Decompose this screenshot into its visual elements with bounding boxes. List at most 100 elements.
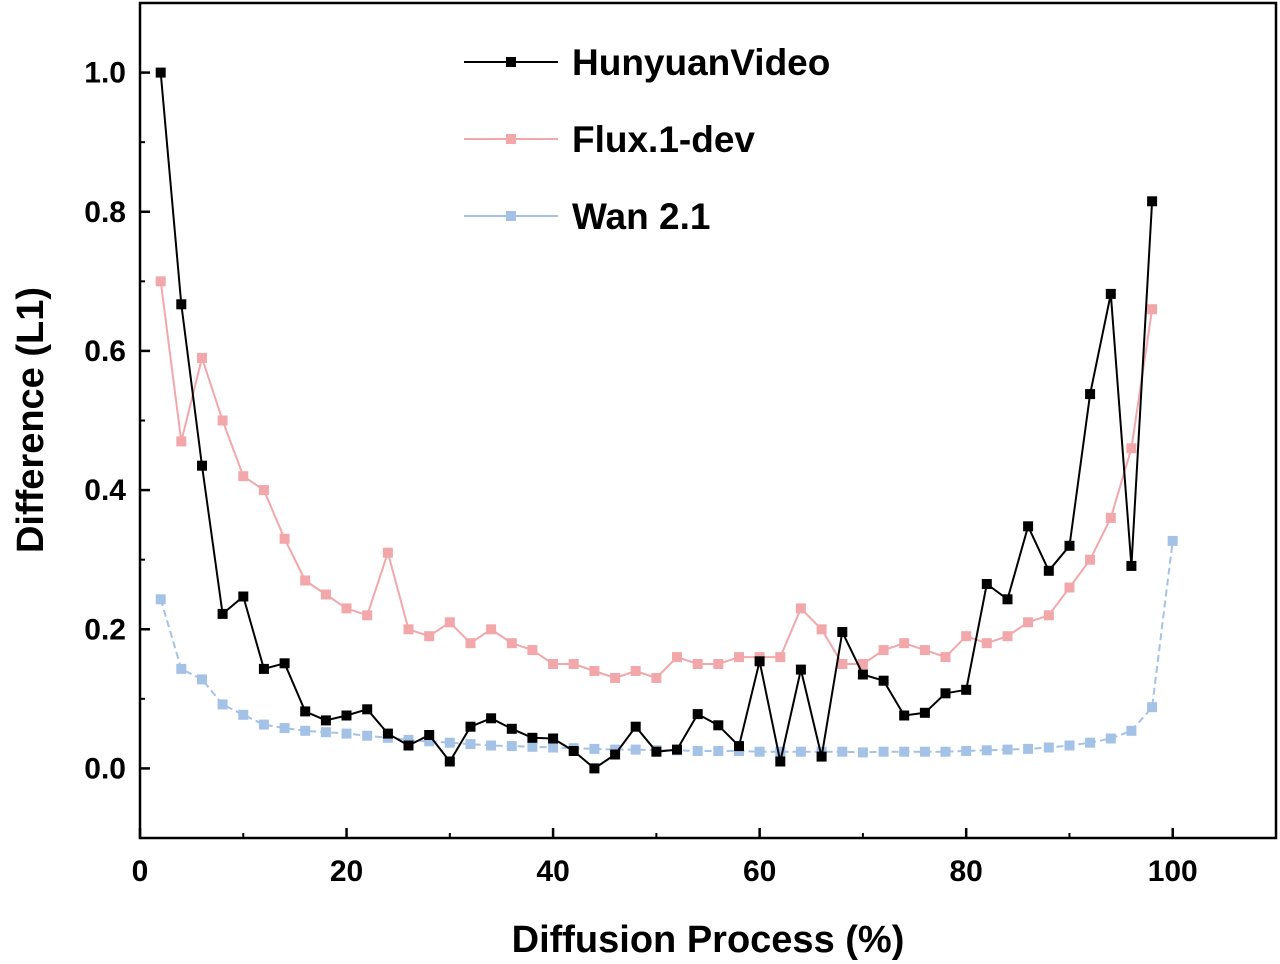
data-point-hunyuanvideo (486, 713, 497, 724)
data-point-flux-1-dev (961, 631, 972, 642)
data-point-hunyuanvideo (672, 744, 682, 755)
data-point-wan-2-1 (1023, 743, 1034, 754)
data-point-flux-1-dev (1002, 631, 1013, 642)
data-point-hunyuanvideo (651, 746, 662, 757)
data-point-flux-1-dev (630, 666, 641, 676)
legend: HunyuanVideo Flux.1-dev Wan 2.1 (464, 42, 830, 237)
series-line-hunyuanvideo (159, 72, 1154, 770)
data-point-wan-2-1 (176, 663, 187, 674)
data-point-wan-2-1 (1126, 725, 1137, 736)
data-point-hunyuanvideo (155, 67, 166, 78)
data-point-wan-2-1 (1167, 535, 1178, 546)
data-point-hunyuanvideo (837, 627, 848, 637)
data-point-wan-2-1 (1043, 742, 1054, 753)
legend-marker-hunyuanvideo (506, 57, 516, 67)
data-point-hunyuanvideo (919, 707, 930, 718)
x-axis-title: Diffusion Process (%) (512, 919, 905, 961)
data-point-hunyuanvideo (548, 733, 559, 744)
data-point-hunyuanvideo (382, 728, 393, 739)
data-point-wan-2-1 (217, 699, 228, 710)
legend-label-flux-1-dev: Flux.1-dev (572, 119, 755, 160)
legend-label-hunyuanvideo: HunyuanVideo (572, 42, 830, 83)
data-point-flux-1-dev (279, 533, 290, 544)
data-point-wan-2-1 (300, 725, 311, 736)
data-point-wan-2-1 (548, 742, 559, 753)
data-point-hunyuanvideo (1043, 565, 1054, 576)
data-point-wan-2-1 (981, 745, 992, 756)
data-point-wan-2-1 (899, 746, 910, 757)
axes-layer: 0 20 40 60 80 100 0.0 0.2 0.4 0.6 0.8 1.0 (84, 1, 1278, 888)
data-point-hunyuanvideo (527, 732, 538, 743)
data-point-hunyuanvideo (176, 299, 187, 310)
data-point-flux-1-dev (651, 673, 662, 683)
data-point-flux-1-dev (444, 617, 455, 628)
data-point-wan-2-1 (279, 723, 290, 734)
data-point-flux-1-dev (486, 624, 497, 635)
data-point-wan-2-1 (486, 740, 497, 751)
x-tick-label: 20 (330, 855, 363, 888)
data-point-wan-2-1 (424, 736, 435, 747)
data-point-flux-1-dev (940, 652, 951, 663)
data-point-wan-2-1 (1085, 737, 1096, 748)
data-point-wan-2-1 (1105, 733, 1116, 744)
data-point-wan-2-1 (837, 746, 848, 757)
data-point-hunyuanvideo (589, 763, 600, 774)
data-point-flux-1-dev (238, 471, 249, 482)
data-point-flux-1-dev (320, 589, 331, 600)
data-point-hunyuanvideo (238, 591, 249, 602)
data-point-flux-1-dev (672, 652, 682, 663)
data-point-flux-1-dev (1043, 610, 1054, 621)
series-line-flux-1-dev (159, 281, 1154, 679)
data-point-hunyuanvideo (424, 730, 435, 740)
data-point-wan-2-1 (362, 730, 373, 741)
data-point-wan-2-1 (197, 674, 207, 685)
data-point-wan-2-1 (775, 746, 786, 757)
data-point-wan-2-1 (857, 747, 868, 758)
data-point-wan-2-1 (258, 719, 269, 730)
data-point-flux-1-dev (1126, 443, 1137, 454)
x-tick-label: 60 (743, 855, 776, 888)
data-point-hunyuanvideo (341, 710, 352, 721)
y-axis-title: Difference (L1) (10, 287, 52, 553)
data-point-hunyuanvideo (506, 723, 517, 734)
data-point-hunyuanvideo (362, 704, 373, 715)
x-tick-label: 40 (536, 855, 569, 888)
data-point-hunyuanvideo (754, 656, 765, 667)
data-point-hunyuanvideo (775, 756, 786, 767)
data-point-flux-1-dev (155, 276, 166, 287)
data-point-hunyuanvideo (899, 710, 910, 721)
series-line-wan-2-1 (159, 540, 1174, 754)
data-point-flux-1-dev (568, 659, 579, 669)
data-point-flux-1-dev (197, 352, 207, 363)
data-point-hunyuanvideo (197, 460, 207, 471)
data-point-wan-2-1 (630, 744, 641, 755)
data-point-flux-1-dev (713, 659, 724, 669)
data-point-hunyuanvideo (816, 751, 827, 762)
data-point-flux-1-dev (878, 645, 889, 656)
data-point-flux-1-dev (341, 603, 352, 614)
data-point-wan-2-1 (155, 594, 166, 605)
data-point-wan-2-1 (341, 728, 352, 739)
data-point-wan-2-1 (320, 727, 331, 738)
legend-marker-wan-2-1 (506, 211, 516, 221)
data-point-wan-2-1 (878, 746, 889, 757)
legend-label-wan-2-1: Wan 2.1 (572, 196, 710, 237)
data-point-hunyuanvideo (403, 740, 414, 751)
data-point-hunyuanvideo (1002, 594, 1013, 605)
data-point-wan-2-1 (713, 746, 724, 756)
data-point-flux-1-dev (548, 659, 559, 669)
data-point-flux-1-dev (1147, 304, 1158, 315)
data-point-flux-1-dev (795, 603, 806, 614)
data-point-hunyuanvideo (217, 608, 228, 619)
y-tick-label: 0.4 (84, 474, 126, 507)
data-point-flux-1-dev (403, 624, 414, 635)
data-point-wan-2-1 (1147, 702, 1158, 713)
data-point-flux-1-dev (465, 638, 476, 649)
data-point-flux-1-dev (527, 645, 538, 656)
data-point-hunyuanvideo (1105, 288, 1116, 299)
x-tick-label: 0 (132, 855, 149, 888)
data-point-flux-1-dev (176, 436, 187, 447)
data-point-hunyuanvideo (630, 721, 641, 732)
